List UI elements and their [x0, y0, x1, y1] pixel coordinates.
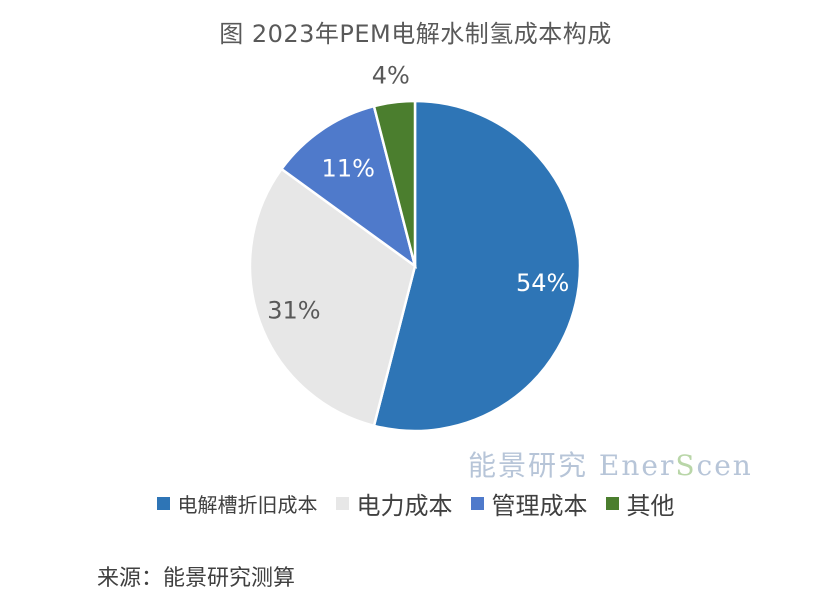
- legend-label: 电解槽折旧成本: [177, 493, 318, 517]
- legend: 电解槽折旧成本 电力成本 管理成本 其他: [0, 486, 831, 521]
- watermark-en-2: S: [675, 449, 697, 482]
- pie-slice-depreciation: [372, 99, 582, 433]
- legend-swatch: [605, 497, 619, 510]
- watermark-cn: 能景研究: [468, 449, 599, 482]
- pie-chart: 54% 31% 11% 4%: [248, 61, 582, 433]
- source-note: 来源：能景研究测算: [97, 566, 296, 591]
- legend-label: 其他: [626, 492, 675, 520]
- pie-slice-other: [372, 99, 417, 267]
- watermark-en-1: Ener: [598, 449, 676, 482]
- legend-swatch: [470, 497, 484, 510]
- legend-item-depreciation: 电解槽折旧成本: [156, 489, 318, 518]
- watermark: 能景研究 EnerScen: [468, 444, 753, 484]
- pie-label-power: 31%: [267, 297, 320, 325]
- legend-item-management: 管理成本: [470, 486, 588, 521]
- legend-item-other: 其他: [605, 486, 675, 521]
- pie-label-management: 11%: [322, 155, 375, 183]
- pie-slices: [248, 99, 582, 433]
- pie-slice-management: [279, 104, 418, 270]
- pie-slice-power: [248, 167, 417, 428]
- pie-label-depreciation: 54%: [516, 269, 569, 297]
- legend-label: 管理成本: [491, 492, 588, 520]
- legend-label: 电力成本: [356, 492, 453, 520]
- legend-swatch: [335, 497, 349, 510]
- chart-title: 图 2023年PEM电解水制氢成本构成: [219, 20, 612, 48]
- legend-item-power: 电力成本: [335, 486, 453, 521]
- watermark-en-3: cen: [696, 449, 753, 482]
- legend-swatch: [156, 497, 170, 510]
- pie-labels: 54% 31% 11% 4%: [267, 61, 569, 324]
- pie-label-other: 4%: [372, 61, 410, 89]
